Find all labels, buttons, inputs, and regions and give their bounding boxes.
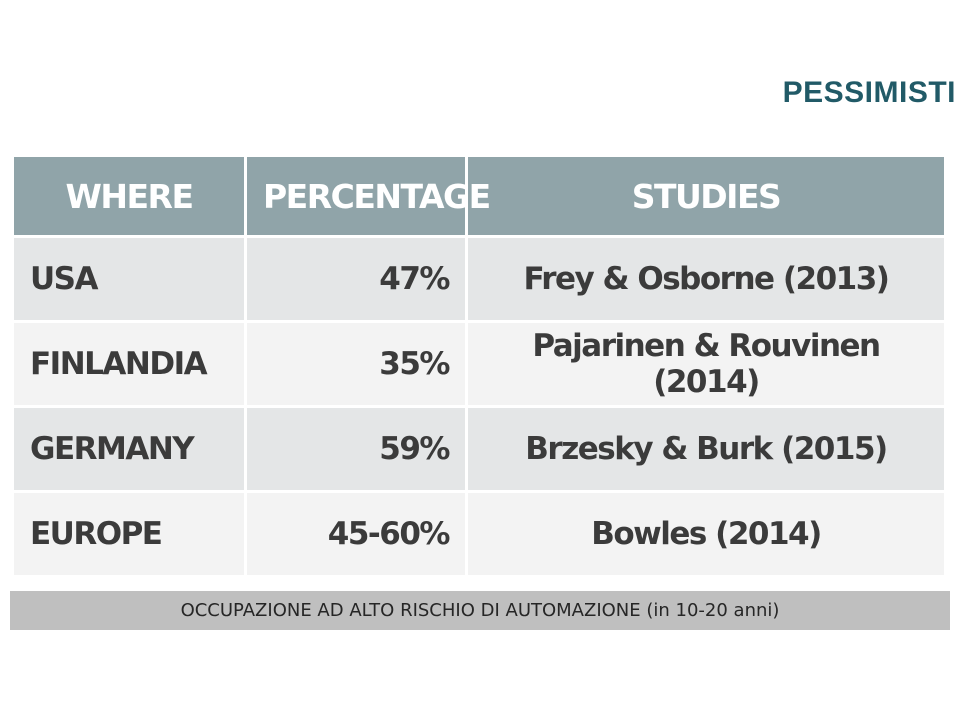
data-table: WHERE PERCENTAGE STUDIES USA 47% Frey & … <box>11 154 947 578</box>
header-studies: STUDIES <box>468 157 944 235</box>
cell-percentage: 59% <box>247 408 465 490</box>
cell-percentage: 45-60% <box>247 493 465 575</box>
table-row: EUROPE 45-60% Bowles (2014) <box>14 493 944 575</box>
cell-studies: Pajarinen & Rouvinen (2014) <box>468 323 944 405</box>
slide-title: PESSIMISTI <box>782 76 956 109</box>
cell-studies: Frey & Osborne (2013) <box>468 238 944 320</box>
caption-bar: OCCUPAZIONE AD ALTO RISCHIO DI AUTOMAZIO… <box>10 591 950 630</box>
cell-percentage: 35% <box>247 323 465 405</box>
table-header-row: WHERE PERCENTAGE STUDIES <box>14 157 944 235</box>
cell-where-highlighted: EUROPE <box>14 493 244 575</box>
cell-percentage: 47% <box>247 238 465 320</box>
cell-studies: Brzesky & Burk (2015) <box>468 408 944 490</box>
table-row: FINLANDIA 35% Pajarinen & Rouvinen (2014… <box>14 323 944 405</box>
table-row: USA 47% Frey & Osborne (2013) <box>14 238 944 320</box>
cell-where: USA <box>14 238 244 320</box>
header-where: WHERE <box>14 157 244 235</box>
cell-where: FINLANDIA <box>14 323 244 405</box>
header-percentage: PERCENTAGE <box>247 157 491 235</box>
cell-studies: Bowles (2014) <box>468 493 944 575</box>
table-row: GERMANY 59% Brzesky & Burk (2015) <box>14 408 944 490</box>
cell-where: GERMANY <box>14 408 244 490</box>
